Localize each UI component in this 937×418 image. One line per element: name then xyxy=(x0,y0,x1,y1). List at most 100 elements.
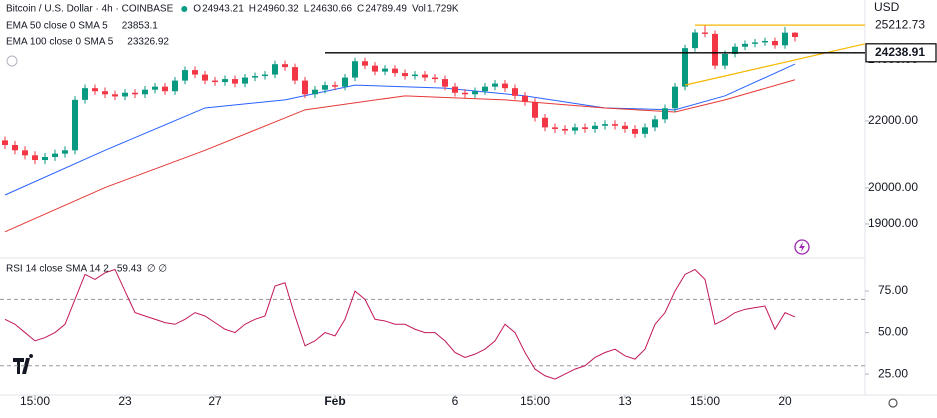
candle-body xyxy=(82,88,88,100)
candle-body xyxy=(402,73,408,77)
ohlc-value: 24943.21 xyxy=(202,4,244,15)
candle-body xyxy=(662,108,668,120)
candle-body xyxy=(672,86,678,109)
candle-body xyxy=(482,86,488,92)
level-badge xyxy=(866,16,936,35)
candle-body xyxy=(552,127,558,129)
candle-body xyxy=(272,64,278,75)
candle-body xyxy=(312,89,318,95)
candle-body xyxy=(512,88,518,96)
candle-body xyxy=(92,88,98,92)
y-tick-label: 22000.00 xyxy=(868,113,918,127)
candle-body xyxy=(412,74,418,77)
candle-body xyxy=(282,64,288,68)
candle-body xyxy=(352,61,358,78)
icon-bolt xyxy=(799,242,805,252)
ohlc-value: 24960.32 xyxy=(257,4,299,15)
candle-body xyxy=(772,40,778,46)
candle-body xyxy=(372,65,378,72)
level-label: 25212.73 xyxy=(875,17,925,31)
rsi-value: 59.43 xyxy=(117,264,142,275)
symbol-title: Bitcoin / U.S. Dollar · 4h · COINBASE xyxy=(6,4,174,15)
candle-body xyxy=(42,156,48,161)
candle-body xyxy=(452,86,458,93)
x-tick-label: 13 xyxy=(618,394,632,408)
candle-body xyxy=(382,68,388,72)
x-tick-label: 15:00 xyxy=(20,394,50,408)
candle-body xyxy=(722,53,728,66)
candle-body xyxy=(742,43,748,47)
indicator-value: 23326.92 xyxy=(127,37,169,48)
volume-letter: Vol xyxy=(412,4,426,15)
candle-body xyxy=(492,83,498,87)
ohlc-letter: O xyxy=(193,4,201,15)
level-label: 24238.91 xyxy=(875,45,925,59)
candle-body xyxy=(732,46,738,54)
candle-body xyxy=(392,68,398,74)
currency-label[interactable]: USD xyxy=(874,0,900,14)
x-tick-label: 15:00 xyxy=(690,394,720,408)
candle-body xyxy=(472,91,478,95)
candle-body xyxy=(302,80,308,95)
candle-body xyxy=(712,33,718,66)
candle-body xyxy=(612,124,618,126)
lightning-icon[interactable] xyxy=(794,239,810,255)
candle-body xyxy=(262,74,268,77)
candle-body xyxy=(532,102,538,118)
candle-body xyxy=(52,153,58,157)
candle-body xyxy=(782,32,788,46)
candle-body xyxy=(32,155,38,161)
candle-body xyxy=(432,77,438,80)
y-tick-label: 19000.00 xyxy=(868,216,918,230)
indicator-name: EMA 100 close 0 SMA 5 xyxy=(6,37,114,48)
candle-body xyxy=(442,79,448,87)
candle-body xyxy=(632,128,638,134)
candle-body xyxy=(2,140,8,145)
candle-body xyxy=(222,79,228,83)
candle-body xyxy=(22,150,28,156)
x-tick-label: 27 xyxy=(208,394,222,408)
x-tick-label: 15:00 xyxy=(520,394,550,408)
candle-body xyxy=(642,127,648,134)
ema-line xyxy=(4,79,796,233)
tradingview-logo[interactable] xyxy=(10,352,40,378)
candle-body xyxy=(182,70,188,81)
candle-body xyxy=(362,61,368,66)
candle-body xyxy=(652,119,658,128)
candle-body xyxy=(752,42,758,44)
y-tick-label: 20000.00 xyxy=(868,180,918,194)
x-tick-label: Feb xyxy=(324,394,345,408)
candle-body xyxy=(242,77,248,84)
rsi-y-tick-label: 25.00 xyxy=(878,366,908,380)
candle-body xyxy=(502,83,508,89)
candle-body xyxy=(792,32,798,38)
candle-body xyxy=(142,89,148,95)
candle-body xyxy=(592,125,598,129)
candle-body xyxy=(692,32,698,49)
candle-body xyxy=(762,40,768,43)
candle-body xyxy=(682,48,688,87)
rsi-y-tick-label: 50.00 xyxy=(878,325,908,339)
candle-body xyxy=(572,127,578,131)
ohlc-value: 24789.49 xyxy=(365,4,407,15)
candle-body xyxy=(332,85,338,87)
candle-body xyxy=(602,124,608,126)
ohlc-value: 24630.66 xyxy=(310,4,352,15)
collapse-toggle[interactable] xyxy=(6,55,18,67)
trendline xyxy=(684,43,866,86)
candle-body xyxy=(72,99,78,151)
settings-icon[interactable] xyxy=(888,398,898,408)
candle-body xyxy=(702,32,708,34)
logo-mark xyxy=(13,354,34,374)
volume-value: 1.729K xyxy=(427,4,459,15)
candle-body xyxy=(152,86,158,90)
candle-body xyxy=(582,127,588,129)
rsi-extra: ∅ ∅ xyxy=(147,264,167,275)
indicator-value: 23853.1 xyxy=(122,21,159,32)
candle-body xyxy=(12,144,18,151)
candle-body xyxy=(232,79,238,84)
gear xyxy=(888,398,898,408)
rsi-name: RSI 14 close SMA 14 2 xyxy=(6,264,109,275)
